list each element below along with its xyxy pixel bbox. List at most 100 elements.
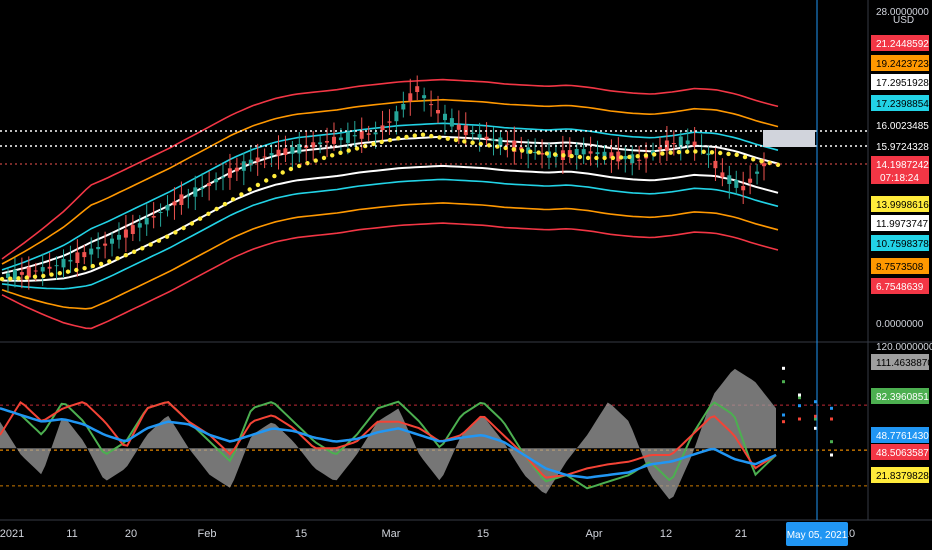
forecast-dot-red	[782, 420, 785, 424]
osc-label-box	[871, 354, 929, 370]
candle-body	[443, 113, 447, 121]
forecast-dot-green	[830, 440, 833, 444]
candle-body	[103, 243, 108, 246]
psar-dot	[602, 155, 607, 161]
band-cyan-upper	[1, 122, 779, 271]
candle-body	[158, 212, 163, 213]
candle-body	[248, 159, 253, 166]
osc-label-blue: 48.7761430	[876, 431, 929, 442]
crosshair-layer: May 05, 2021	[786, 0, 848, 546]
psar-dot	[544, 151, 550, 156]
forecast-dot-red	[830, 417, 833, 421]
candle-body	[262, 156, 267, 158]
price-label-box	[871, 196, 929, 212]
candle-body	[401, 104, 406, 110]
axis-layer: 28.0000000 USD 0.0000000 120.0000000	[0, 0, 932, 521]
psar-dot	[123, 253, 128, 258]
psar-dot	[206, 211, 211, 216]
band-cyan-lower	[1, 178, 779, 290]
psar-dot	[264, 178, 269, 183]
candle-body	[172, 201, 177, 206]
psar-dot	[767, 160, 772, 166]
candle-body	[297, 144, 302, 154]
candle-body	[616, 151, 621, 162]
psar-dot	[519, 148, 525, 153]
psar-dot	[115, 256, 120, 261]
candle-body	[422, 95, 427, 99]
osc-label-box	[871, 467, 929, 483]
psar-dot	[652, 152, 657, 157]
price-label-box	[871, 138, 929, 154]
psar-dot	[189, 221, 195, 226]
candle-body	[692, 141, 697, 147]
candle-body	[678, 136, 683, 147]
psar-dot	[718, 150, 723, 156]
candle-body	[380, 125, 385, 131]
candle-body	[137, 223, 142, 228]
time-axis-label: Feb	[198, 528, 217, 540]
candle-body	[540, 153, 545, 155]
forecast-dot-red	[798, 417, 801, 421]
psar-dot	[734, 152, 739, 157]
psar-dot	[16, 276, 21, 281]
candle-body	[332, 136, 336, 144]
psar-dot	[528, 149, 533, 154]
psar-dot	[371, 141, 376, 147]
osc-label-red: 48.5063587	[876, 448, 929, 459]
price-label-white-dotted: 16.0023485	[876, 121, 929, 132]
psar-dot	[24, 275, 29, 280]
candle-body	[373, 132, 378, 135]
psar-dot	[685, 149, 690, 154]
candle-body	[75, 252, 80, 263]
candle-body	[123, 229, 128, 238]
candle-body	[512, 140, 517, 152]
psar-dot	[701, 149, 706, 154]
price-label-box	[871, 258, 929, 274]
time-axis-label: 15	[477, 528, 489, 540]
psar-dot	[0, 276, 5, 282]
price-pane[interactable]	[0, 75, 868, 330]
candle-body	[26, 267, 31, 278]
candle-body	[165, 205, 170, 211]
candle-body	[186, 195, 191, 197]
candle-body	[533, 152, 538, 153]
candle-body	[623, 156, 628, 160]
price-label-box	[871, 74, 929, 90]
price-label-orange: 8.7573508	[876, 262, 924, 273]
psar-dot	[627, 154, 632, 160]
psar-dot	[272, 173, 277, 179]
price-label-red: 21.2448592	[876, 39, 929, 50]
psar-dot	[330, 153, 335, 158]
psar-dot	[379, 139, 384, 145]
candle-body	[117, 234, 121, 240]
price-label-box	[871, 117, 929, 133]
price-label-last-price: 14.1987242	[876, 160, 929, 171]
psar-dot	[98, 261, 104, 267]
psar-dot	[288, 166, 294, 172]
psar-dot	[594, 155, 599, 161]
candle-body	[276, 149, 281, 156]
psar-dot	[569, 153, 574, 159]
candle-body	[456, 124, 461, 130]
forecast-dot-blue	[798, 404, 801, 408]
psar-dot	[57, 271, 62, 276]
oscillator-blue-line	[0, 407, 777, 479]
oscillator-pane[interactable]	[0, 366, 868, 500]
time-axis-label: Apr	[585, 528, 602, 540]
psar-dot	[470, 140, 475, 145]
price-label-white-dotted: 15.9724328	[876, 142, 929, 153]
candle-body	[110, 238, 114, 244]
psar-dot	[660, 151, 665, 156]
time-axis-label: 15	[295, 528, 307, 540]
candle-body	[6, 273, 10, 278]
psar-dot	[321, 155, 327, 161]
candle-body	[734, 179, 739, 188]
psar-dot	[751, 157, 756, 162]
candle-body	[449, 118, 454, 127]
candle-body	[484, 136, 489, 140]
band-orange-lower	[1, 202, 779, 310]
candle-body	[505, 143, 510, 145]
candle-body	[130, 225, 135, 234]
